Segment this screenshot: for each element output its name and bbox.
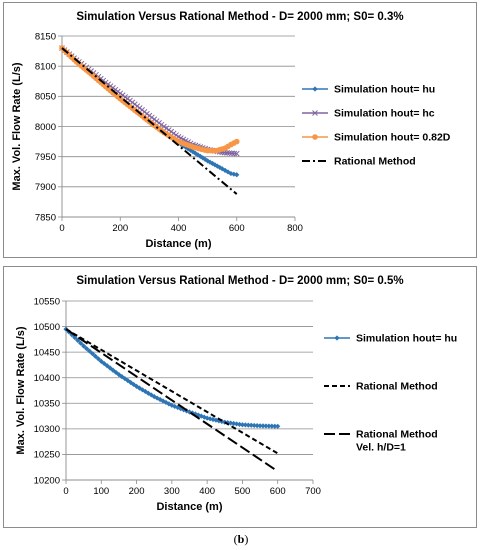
series-2-line [65, 328, 279, 473]
tick-label-y-3: 10350 [34, 399, 60, 410]
legend-label-2-line-0: Rational Method [356, 429, 438, 441]
tick-label-x-7: 700 [305, 486, 321, 497]
tick-label-y-1: 10250 [34, 450, 60, 461]
tick-label-y-0: 7850 [35, 212, 56, 223]
y-axis-label: Max. Vol. Flow Rate (L/s) [11, 62, 23, 190]
series-0-point-69 [266, 423, 272, 429]
tick-label-y-6: 8150 [35, 31, 56, 42]
series-2-line [61, 47, 238, 152]
series-3-line [61, 47, 238, 195]
chart-panel-b: Simulation Versus Rational Method - D= 2… [3, 266, 477, 528]
tick-label-x-3: 600 [229, 223, 245, 234]
legend-label-2: Rational Method Vel. h/D=1 [356, 429, 438, 454]
series-0-point-31 [154, 395, 160, 401]
chart-title-b: Simulation Versus Rational Method - D= 2… [76, 275, 404, 287]
series-0-point-51 [213, 417, 219, 423]
series-0-point-70 [269, 423, 275, 429]
tick-label-x-5: 500 [234, 486, 250, 497]
y-axis-label: Max. Vol. Flow Rate (L/s) [15, 326, 27, 454]
tick-label-y-7: 10550 [34, 296, 60, 307]
legend-marker-0 [312, 86, 318, 92]
tick-label-x-4: 400 [199, 486, 215, 497]
series-0-point-48 [204, 415, 210, 421]
tick-label-y-4: 8050 [35, 92, 56, 103]
series-0-point-66 [257, 423, 263, 429]
series-1-line [61, 47, 237, 155]
series-1 [59, 45, 240, 157]
series-0-point-64 [251, 422, 257, 429]
series-0-point-68 [263, 423, 269, 429]
chart-title-a: Simulation Versus Rational Method - D= 2… [76, 11, 404, 23]
series-0-point-58 [233, 421, 240, 427]
legend-marker-1 [312, 110, 318, 116]
series-1-point-72 [233, 150, 240, 157]
series-0-point-3 [72, 334, 78, 341]
legend-label-3: Rational Method [334, 156, 416, 168]
series-0-point-9 [89, 351, 96, 357]
chart-a-svg: 7850 7900 7950 8000 8050 8100 8150 0 200 400 600 80… [11, 31, 451, 250]
series-0-point-22 [128, 379, 134, 386]
tick-label-y-0: 10200 [34, 475, 60, 486]
tick-label-x-6: 600 [270, 486, 286, 497]
tick-label-y-1: 7900 [35, 182, 56, 193]
chart-b-svg: 10200 10250 10300 10350 10400 10450 10500 10550… [15, 296, 457, 513]
series-2 [59, 45, 240, 154]
tick-label-y-2: 10300 [34, 424, 60, 435]
series-3 [61, 47, 238, 195]
legend-label-2-line-1: Vel. h/D=1 [356, 442, 406, 454]
tick-label-x-3: 300 [164, 486, 180, 497]
series-1 [65, 328, 279, 455]
tick-label-x-0: 0 [59, 223, 64, 234]
tick-label-y-5: 8100 [35, 61, 56, 72]
legend-label-0: Simulation hout= hu [334, 84, 435, 96]
series-0-point-72 [275, 423, 281, 429]
chart-panel-a: Simulation Versus Rational Method - D= 2… [3, 2, 477, 258]
series-0-point-24 [133, 383, 140, 390]
series-1-line [65, 328, 279, 455]
tick-label-y-3: 8000 [35, 122, 56, 133]
tick-label-x-2: 400 [171, 223, 187, 234]
legend-label-2: Simulation hout= 0.82D [334, 132, 451, 144]
figure-caption: (b) [0, 532, 482, 547]
series-0-point-67 [260, 423, 266, 429]
tick-label-y-6: 10500 [34, 322, 60, 333]
tick-label-y-2: 7950 [35, 152, 56, 163]
legend-label-1: Simulation hout= hc [334, 108, 435, 120]
legend-marker-2 [312, 134, 318, 140]
tick-label-x-4: 800 [287, 223, 303, 234]
tick-label-y-4: 10400 [34, 373, 60, 384]
caption-open: ( [233, 532, 238, 546]
tick-label-x-0: 0 [63, 486, 68, 497]
caption-letter: b [237, 532, 245, 546]
series-2 [65, 328, 279, 473]
tick-label-x-1: 200 [112, 223, 128, 234]
tick-label-y-5: 10450 [34, 347, 60, 358]
series-0-point-8 [86, 348, 93, 354]
legend-label-0: Simulation hout= hu [356, 333, 457, 345]
series-0-point-29 [148, 392, 154, 398]
tick-label-x-1: 100 [93, 486, 109, 497]
x-axis-label: Distance (m) [145, 238, 211, 250]
x-axis-label: Distance (m) [156, 501, 222, 513]
legend-label-1: Rational Method [356, 381, 438, 393]
caption-close: ) [244, 532, 249, 546]
tick-label-x-2: 200 [129, 486, 145, 497]
legend-marker-0 [334, 335, 340, 341]
series-0-point-11 [95, 356, 101, 362]
series-0-point-71 [234, 172, 240, 178]
series-2-point-69 [233, 138, 240, 145]
